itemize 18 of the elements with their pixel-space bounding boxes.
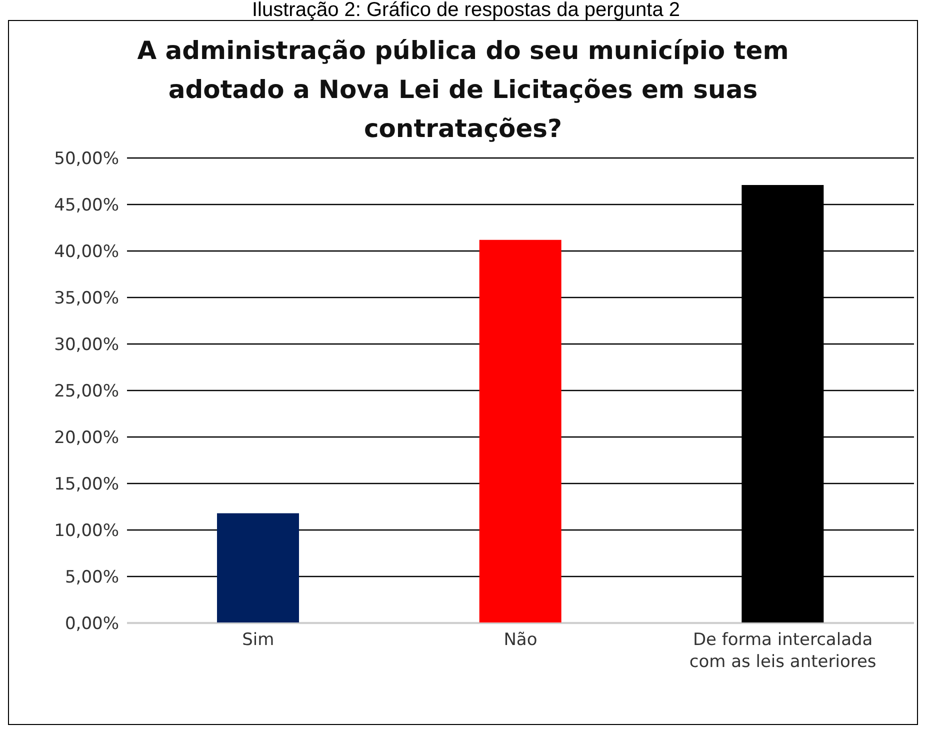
chart-title: A administração pública do seu município tem adotado a Nova Lei de Licitações em suas contratações? [136,35,790,145]
y-tick-label: 35,00% [54,288,119,309]
y-tick-label: 45,00% [54,196,119,216]
y-tick-label: 40,00% [54,242,119,262]
y-tick-label: 50,00% [54,149,119,170]
bar [217,513,299,623]
y-tick-label: 10,00% [54,521,119,542]
y-tick-label: 5,00% [64,568,119,588]
y-tick-label: 25,00% [54,382,119,402]
x-tick-label: De forma intercalada com as leis anteriores [689,630,876,672]
bar [479,240,562,623]
x-tick-label: Não [504,630,538,650]
y-tick-label: 0,00% [64,614,119,634]
y-tick-label: 30,00% [54,335,119,356]
y-tick-label: 20,00% [54,428,119,448]
x-tick-label: Sim [242,630,274,650]
y-tick-label: 15,00% [54,474,119,495]
text: Ilustração 2: Gráfico de respostas da pergunta 2 [250,0,682,21]
